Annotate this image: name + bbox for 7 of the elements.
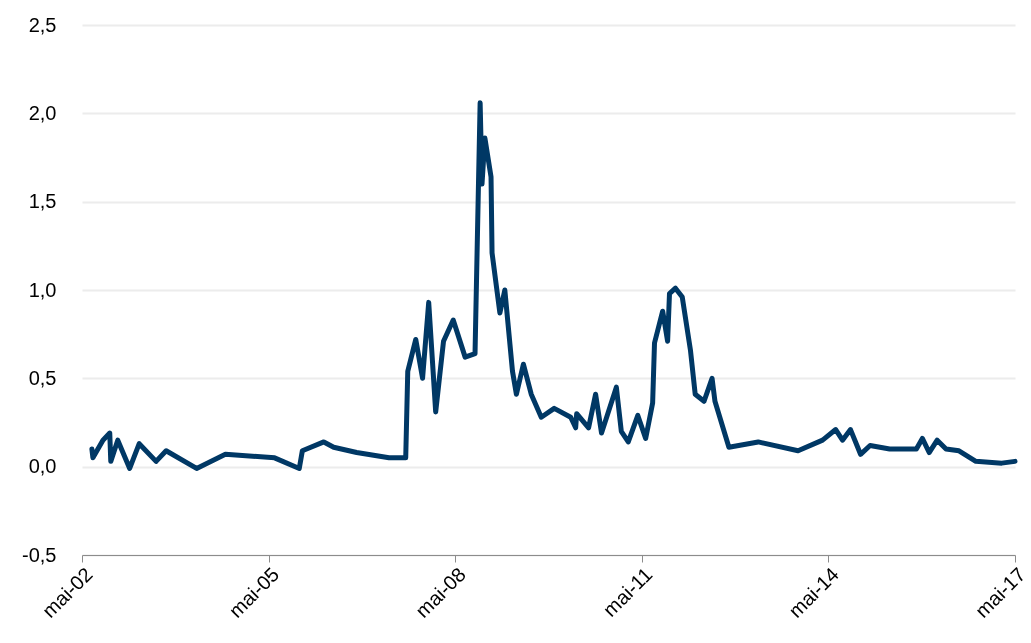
y-tick-label: 1,5 <box>28 190 57 213</box>
y-tick-label: 0,0 <box>28 455 57 478</box>
y-tick-label: 0,5 <box>28 366 57 389</box>
y-tick-label: 2,5 <box>28 13 57 36</box>
y-tick-label: 1,0 <box>28 278 57 301</box>
y-tick-label: -0,5 <box>22 543 57 566</box>
y-tick-label: 2,0 <box>28 101 57 124</box>
